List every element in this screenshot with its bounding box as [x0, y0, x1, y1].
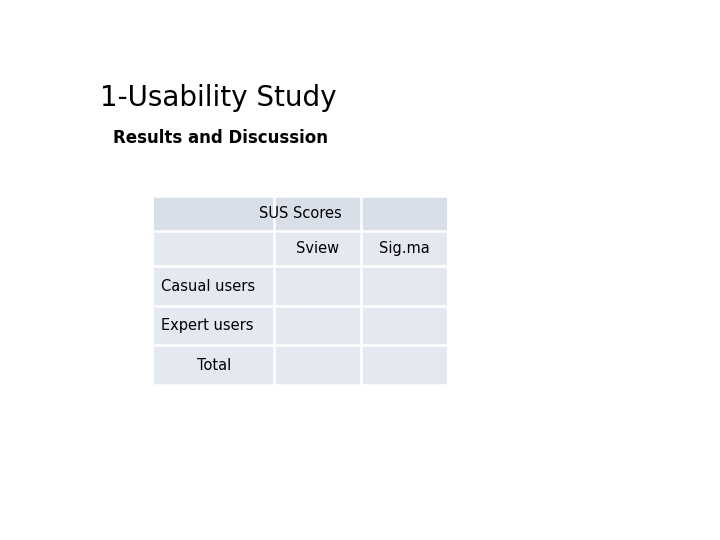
Text: Casual users: Casual users	[161, 279, 255, 294]
Bar	[154, 346, 274, 385]
Text: 1-Usability Study: 1-Usability Study	[100, 84, 336, 112]
Bar	[154, 266, 274, 306]
Text: SUS Scores: SUS Scores	[259, 206, 342, 221]
Bar	[361, 231, 447, 266]
Text: Sview: Sview	[296, 241, 339, 256]
Bar	[274, 306, 361, 346]
Bar	[274, 346, 361, 385]
Text: Results and Discussion: Results and Discussion	[114, 129, 328, 147]
Text: Expert users: Expert users	[161, 318, 253, 333]
Bar	[361, 306, 447, 346]
Text: Total: Total	[197, 357, 231, 373]
Bar	[361, 266, 447, 306]
Bar	[154, 306, 274, 346]
Bar	[154, 231, 274, 266]
Bar	[274, 266, 361, 306]
Text: Sig.ma: Sig.ma	[379, 241, 429, 256]
Bar	[361, 346, 447, 385]
Bar	[274, 231, 361, 266]
Bar	[154, 196, 447, 231]
